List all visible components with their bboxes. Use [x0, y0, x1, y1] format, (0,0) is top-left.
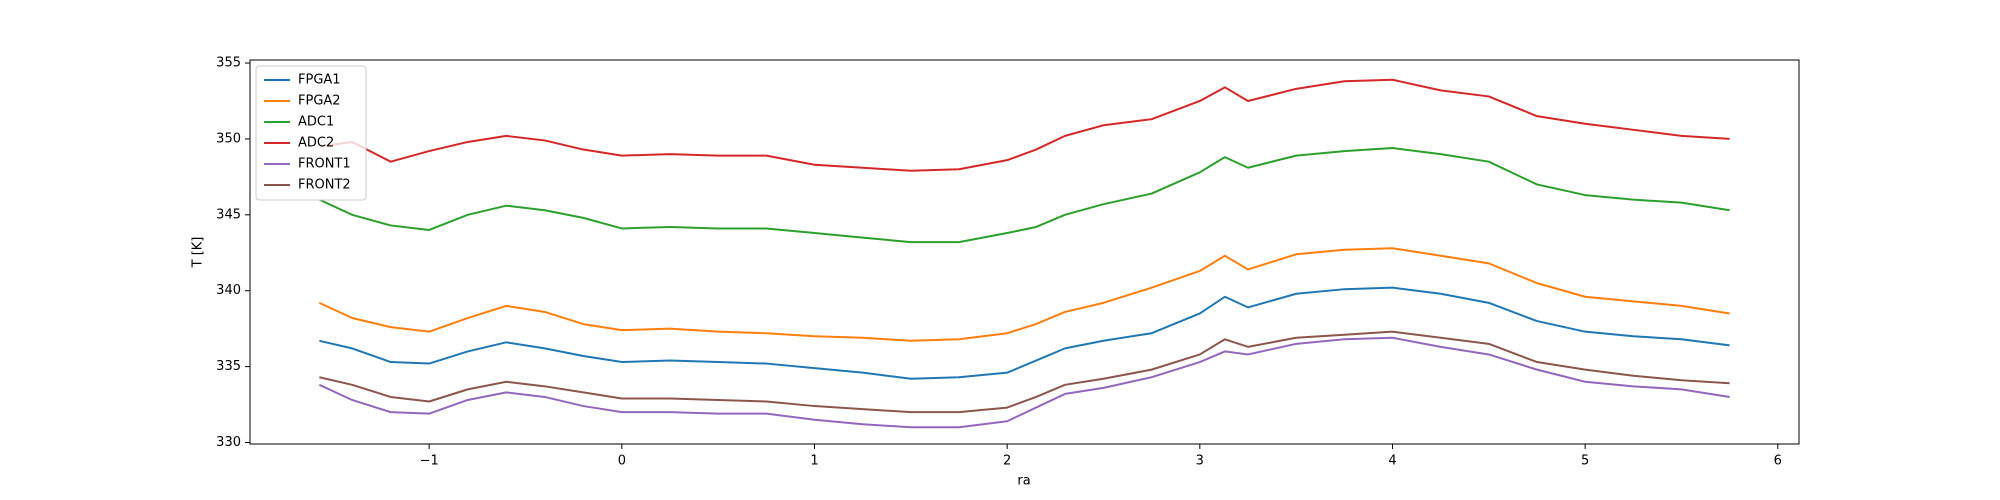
series-line	[319, 286, 1730, 380]
legend-label: FRONT1	[298, 157, 351, 172]
y-tick-label: 355	[216, 56, 241, 71]
y-axis-label: T [K]	[191, 237, 206, 269]
series-line	[319, 330, 1730, 414]
y-tick-label: 345	[216, 207, 241, 222]
legend: FPGA1 FPGA2 ADC1 ADC2 FRONT1 FRONT2	[255, 65, 367, 201]
legend-label: ADC1	[298, 115, 334, 130]
x-tick-label: 1	[810, 454, 818, 469]
y-tick-label: 330	[216, 435, 241, 450]
x-tick-label: 2	[1003, 454, 1011, 469]
series-line	[319, 78, 1730, 172]
x-tick-label: 6	[1774, 454, 1782, 469]
y-tick-label: 335	[216, 359, 241, 374]
series-line	[318, 247, 1730, 342]
series-line	[318, 336, 1730, 429]
legend-label: FRONT2	[298, 178, 351, 193]
x-tick-label: 0	[618, 454, 626, 469]
y-tick-label: 340	[216, 283, 241, 298]
x-tick-label: 3	[1196, 454, 1204, 469]
legend-label: FPGA1	[298, 73, 341, 88]
legend-label: ADC2	[298, 136, 334, 151]
plot-frame	[249, 59, 1800, 445]
x-axis-label: ra	[1017, 474, 1030, 489]
x-tick-label: 4	[1388, 454, 1396, 469]
legend-box	[255, 65, 367, 201]
y-tick-label: 350	[216, 131, 241, 146]
x-tick-label: 5	[1581, 454, 1589, 469]
x-tick-label: −1	[420, 454, 439, 469]
legend-label: FPGA2	[298, 94, 341, 109]
series-line	[318, 147, 1730, 244]
